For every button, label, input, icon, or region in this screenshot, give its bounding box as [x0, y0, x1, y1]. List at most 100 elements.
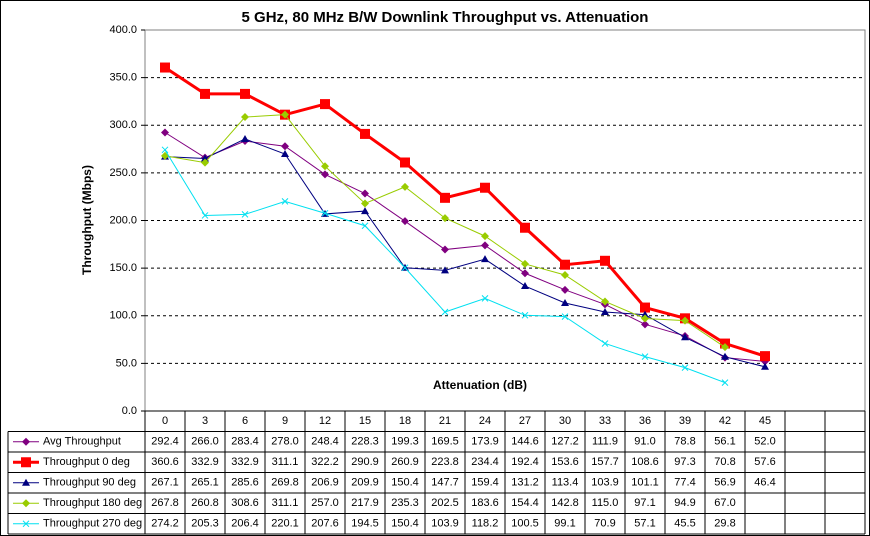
- table-value: 52.0: [754, 436, 775, 448]
- table-value: 194.5: [351, 518, 379, 530]
- table-value: 101.1: [631, 477, 659, 489]
- point: [241, 134, 249, 142]
- table-value: 78.8: [674, 436, 695, 448]
- x-tick-label: 45: [759, 415, 771, 427]
- table-value: 159.4: [471, 477, 499, 489]
- point: [641, 314, 649, 323]
- table-value: 285.6: [231, 477, 259, 489]
- point: [480, 182, 490, 193]
- table-value: 56.9: [714, 477, 735, 489]
- point: [241, 113, 249, 122]
- point: [281, 110, 289, 119]
- table-value: 94.9: [674, 497, 695, 509]
- x-tick-label: 9: [282, 415, 288, 427]
- x-tick-label: 3: [202, 415, 208, 427]
- table-value: 70.8: [714, 456, 735, 468]
- point: [201, 158, 209, 167]
- table-value: 205.3: [191, 518, 219, 530]
- point: [600, 255, 610, 266]
- point: [520, 222, 530, 233]
- table-value: 118.2: [472, 518, 499, 530]
- table-value: 267.8: [151, 497, 179, 509]
- y-tick-label: 200.0: [109, 214, 137, 226]
- table-value: 103.9: [591, 477, 619, 489]
- table-value: 157.7: [591, 456, 619, 468]
- point: [400, 157, 410, 168]
- table-value: 144.6: [511, 436, 539, 448]
- table-value: 265.1: [191, 477, 219, 489]
- point: [481, 232, 489, 241]
- table-value: 111.9: [592, 436, 618, 448]
- y-tick-label: 300.0: [109, 119, 137, 131]
- table-value: 206.4: [231, 518, 259, 530]
- y-tick-label: 350.0: [109, 72, 137, 84]
- table-value: 283.4: [231, 436, 259, 448]
- point: [521, 311, 529, 319]
- point: [201, 212, 209, 219]
- table-value: 142.8: [551, 497, 579, 509]
- table-value: 311.1: [272, 456, 299, 468]
- x-tick-label: 21: [439, 415, 451, 427]
- point: [441, 266, 449, 274]
- point: [681, 316, 689, 325]
- point: [601, 308, 609, 316]
- table-value: 150.4: [391, 477, 419, 489]
- x-axis-title: Attenuation (dB): [433, 378, 527, 392]
- point: [521, 282, 529, 290]
- point: [561, 298, 569, 306]
- point: [561, 270, 569, 279]
- point: [360, 128, 370, 139]
- table-value: 131.2: [511, 477, 539, 489]
- table-value: 150.4: [391, 518, 419, 530]
- table-value: 269.8: [271, 477, 299, 489]
- table-value: 332.9: [191, 456, 219, 468]
- table-value: 308.6: [231, 497, 259, 509]
- x-tick-label: 6: [242, 415, 248, 427]
- point: [521, 259, 529, 268]
- point: [200, 88, 210, 99]
- table-value: 274.2: [151, 518, 179, 530]
- table-value: 29.8: [714, 518, 735, 530]
- table-value: 260.8: [191, 497, 219, 509]
- table-value: 220.1: [271, 518, 299, 530]
- table-value: 169.5: [431, 436, 459, 448]
- point: [441, 308, 449, 316]
- x-tick-label: 27: [519, 415, 531, 427]
- table-value: 290.9: [351, 456, 379, 468]
- table-value: 153.6: [551, 456, 579, 468]
- table-value: 97.3: [674, 456, 695, 468]
- x-tick-label: 42: [719, 415, 731, 427]
- legend-key-marker: [22, 478, 30, 486]
- x-tick-label: 18: [399, 415, 411, 427]
- point: [160, 62, 170, 73]
- point: [561, 313, 569, 320]
- table-value: 154.4: [511, 497, 539, 509]
- table-value: 332.9: [231, 456, 259, 468]
- series-line: [164, 66, 766, 358]
- table-value: 206.9: [311, 477, 339, 489]
- table-value: 260.9: [391, 456, 419, 468]
- point: [681, 333, 689, 341]
- point: [361, 189, 369, 198]
- table-value: 57.1: [634, 518, 655, 530]
- table-value: 257.0: [311, 497, 339, 509]
- y-tick-label: 0.0: [122, 405, 137, 417]
- point: [281, 142, 289, 151]
- x-tick-label: 39: [679, 415, 691, 427]
- point: [161, 128, 169, 137]
- y-tick-label: 50.0: [116, 357, 137, 369]
- point: [240, 88, 250, 99]
- point: [481, 255, 489, 263]
- point: [321, 209, 329, 217]
- table-value: 266.0: [191, 436, 219, 448]
- point: [561, 285, 569, 294]
- x-tick-label: 0: [162, 415, 168, 427]
- point: [481, 241, 489, 250]
- point: [440, 192, 450, 203]
- table-value: 235.3: [391, 497, 419, 509]
- y-axis-title: Throughput (Mbps): [80, 165, 94, 275]
- point: [641, 310, 649, 318]
- table-value: 192.4: [511, 456, 539, 468]
- point: [361, 199, 369, 208]
